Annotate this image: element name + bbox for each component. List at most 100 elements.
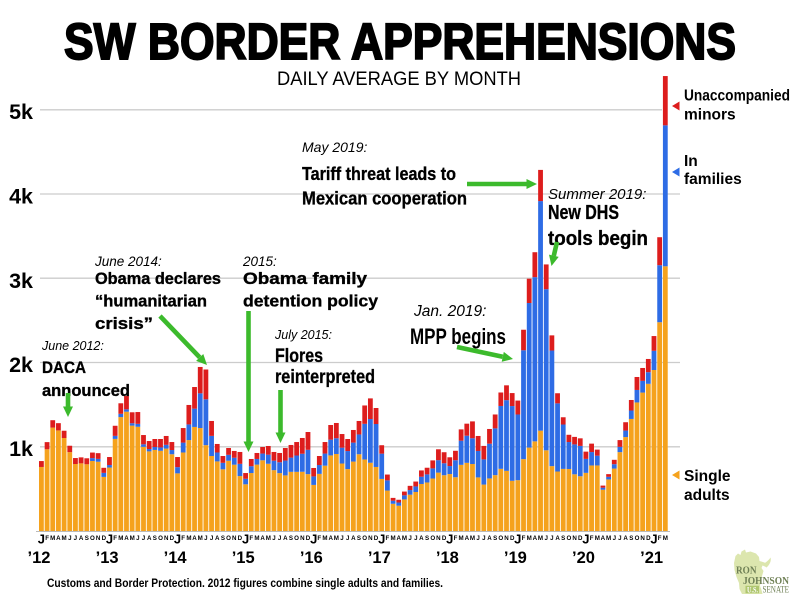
svg-text:M: M: [402, 535, 407, 542]
svg-text:F: F: [181, 535, 185, 542]
svg-text:N: N: [504, 535, 509, 542]
svg-text:A: A: [192, 535, 197, 542]
svg-text:J: J: [136, 535, 140, 542]
svg-text:A: A: [328, 535, 333, 542]
svg-text:M: M: [130, 535, 135, 542]
svg-text:JOHNSON: JOHNSON: [743, 575, 789, 587]
svg-text:May 2019:: May 2019:: [302, 139, 367, 155]
svg-text:detention policy: detention policy: [243, 292, 379, 311]
svg-text:A: A: [283, 535, 288, 542]
svg-text:minors: minors: [684, 107, 736, 124]
svg-text:M: M: [527, 535, 532, 542]
svg-text:SW BORDER APPREHENSIONS: SW BORDER APPREHENSIONS: [64, 13, 736, 70]
svg-text:J: J: [414, 535, 418, 542]
svg-text:F: F: [590, 535, 594, 542]
svg-text:F: F: [658, 535, 662, 542]
svg-text:’14: ’14: [164, 549, 188, 567]
svg-text:J: J: [378, 532, 385, 547]
svg-text:S: S: [357, 535, 361, 542]
svg-text:U.S.: U.S.: [747, 586, 758, 595]
svg-text:A: A: [147, 535, 152, 542]
svg-text:S: S: [629, 535, 633, 542]
svg-text:A: A: [419, 535, 424, 542]
svg-text:’21: ’21: [640, 549, 663, 567]
svg-text:’19: ’19: [504, 549, 527, 567]
svg-text:D: D: [102, 535, 107, 542]
svg-text:S: S: [85, 535, 89, 542]
svg-text:Summer 2019:: Summer 2019:: [548, 186, 646, 203]
svg-text:’17: ’17: [368, 549, 391, 567]
svg-text:’18: ’18: [436, 549, 459, 567]
svg-text:N: N: [164, 535, 169, 542]
svg-text:A: A: [465, 535, 470, 542]
svg-text:J: J: [408, 535, 412, 542]
svg-text:Obama family: Obama family: [243, 269, 368, 288]
svg-text:F: F: [522, 535, 526, 542]
svg-text:O: O: [498, 535, 503, 542]
svg-text:J: J: [68, 535, 72, 542]
svg-text:N: N: [640, 535, 645, 542]
svg-text:J: J: [613, 535, 617, 542]
svg-text:A: A: [260, 535, 265, 542]
svg-text:J: J: [210, 535, 214, 542]
svg-text:D: D: [374, 535, 379, 542]
svg-text:D: D: [646, 535, 651, 542]
svg-text:J: J: [618, 535, 622, 542]
svg-text:crisis”: crisis”: [95, 315, 153, 333]
svg-text:J: J: [340, 535, 344, 542]
svg-text:A: A: [215, 535, 220, 542]
svg-text:S: S: [425, 535, 429, 542]
svg-text:J: J: [106, 532, 113, 547]
svg-text:S: S: [153, 535, 157, 542]
svg-text:F: F: [113, 535, 117, 542]
svg-text:June 2012:: June 2012:: [41, 339, 104, 353]
svg-text:DAILY AVERAGE BY MONTH: DAILY AVERAGE BY MONTH: [277, 69, 521, 90]
svg-text:J: J: [476, 535, 480, 542]
svg-text:O: O: [430, 535, 435, 542]
svg-text:A: A: [351, 535, 356, 542]
svg-text:A: A: [56, 535, 61, 542]
svg-text:N: N: [232, 535, 237, 542]
svg-text:O: O: [362, 535, 367, 542]
svg-text:DACA: DACA: [42, 359, 86, 377]
svg-text:J: J: [174, 532, 181, 547]
svg-text:June 2014:: June 2014:: [94, 254, 162, 269]
svg-text:tools begin: tools begin: [548, 227, 648, 250]
svg-text:N: N: [368, 535, 373, 542]
svg-text:J: J: [544, 535, 548, 542]
svg-text:J: J: [582, 532, 589, 547]
svg-text:M: M: [198, 535, 203, 542]
svg-text:S: S: [221, 535, 225, 542]
svg-text:D: D: [170, 535, 175, 542]
svg-text:D: D: [578, 535, 583, 542]
svg-text:M: M: [254, 535, 259, 542]
svg-text:J: J: [242, 532, 249, 547]
svg-text:families: families: [684, 171, 742, 188]
svg-text:S: S: [289, 535, 293, 542]
svg-text:D: D: [306, 535, 311, 542]
svg-text:M: M: [470, 535, 475, 542]
svg-text:New DHS: New DHS: [548, 201, 619, 224]
svg-text:’16: ’16: [300, 549, 323, 567]
svg-text:July 2015:: July 2015:: [274, 328, 332, 342]
svg-text:D: D: [510, 535, 515, 542]
svg-text:J: J: [74, 535, 78, 542]
svg-text:3k: 3k: [9, 269, 33, 293]
svg-text:M: M: [186, 535, 191, 542]
svg-text:M: M: [391, 535, 396, 542]
svg-text:M: M: [459, 535, 464, 542]
svg-text:Single: Single: [684, 468, 731, 485]
svg-text:M: M: [62, 535, 67, 542]
svg-text:J: J: [514, 532, 521, 547]
svg-text:F: F: [386, 535, 390, 542]
svg-text:O: O: [90, 535, 95, 542]
svg-text:F: F: [45, 535, 49, 542]
svg-text:M: M: [118, 535, 123, 542]
svg-text:N: N: [96, 535, 101, 542]
svg-text:1k: 1k: [9, 437, 33, 461]
svg-text:’12: ’12: [28, 549, 51, 567]
svg-text:A: A: [487, 535, 492, 542]
svg-text:’15: ’15: [232, 549, 255, 567]
svg-text:J: J: [204, 535, 208, 542]
svg-text:F: F: [317, 535, 321, 542]
